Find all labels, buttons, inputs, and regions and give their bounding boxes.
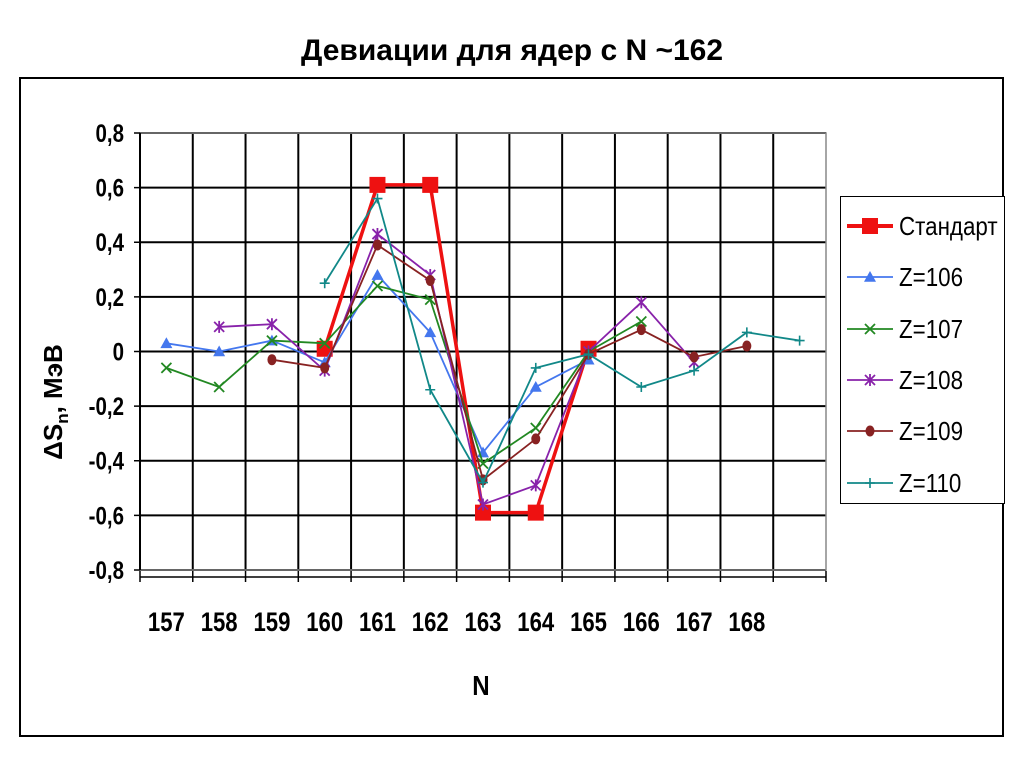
y-tick-label: 0 xyxy=(113,338,124,366)
legend: Стандарт Z=106 Z=107 Z=108 Z=109 Z=110 xyxy=(840,196,1005,504)
x-tick-label: 163 xyxy=(465,608,502,638)
data-point xyxy=(530,479,542,492)
x-tick-label: 162 xyxy=(412,608,449,638)
data-point xyxy=(531,433,541,445)
y-tick-label: 0,6 xyxy=(96,174,124,202)
data-point xyxy=(422,176,439,193)
y-axis-label-sub: n xyxy=(53,413,72,423)
data-point xyxy=(636,382,647,393)
x-axis-label: N xyxy=(472,669,489,701)
legend-item: Z=107 xyxy=(841,314,1004,344)
x-tick-label: 166 xyxy=(623,608,660,638)
y-tick-label: -0,8 xyxy=(89,556,125,584)
data-point xyxy=(636,324,646,336)
data-point xyxy=(320,362,330,374)
legend-item: Z=108 xyxy=(841,365,1004,395)
x-tick-label: 161 xyxy=(359,608,396,638)
x-tick-label: 160 xyxy=(306,608,343,638)
data-point xyxy=(371,269,384,280)
data-point xyxy=(371,228,384,241)
data-point xyxy=(527,504,544,521)
data-point xyxy=(742,340,752,352)
data-point xyxy=(372,239,382,251)
x-tick-label: 167 xyxy=(676,608,713,638)
y-tick-label: 0,2 xyxy=(96,283,124,311)
legend-swatch xyxy=(847,218,893,234)
y-tick-labels: 0,8 0,6 0,4 0,2 0 -0,2 -0,4 -0,6 -0,8 xyxy=(89,119,125,584)
data-point xyxy=(529,381,542,392)
y-tick-label: 0,4 xyxy=(96,228,125,256)
series-Z=110 xyxy=(319,193,805,488)
data-point xyxy=(316,340,333,357)
data-point xyxy=(635,315,647,328)
y-axis-label-unit: , МэВ xyxy=(38,344,68,413)
legend-item: Стандарт xyxy=(841,211,1004,241)
data-point xyxy=(477,498,489,511)
data-point xyxy=(425,384,436,395)
data-point xyxy=(160,362,173,374)
data-point xyxy=(689,365,700,376)
legend-label: Z=106 xyxy=(899,262,964,293)
data-point xyxy=(213,320,225,333)
data-point xyxy=(213,381,225,393)
data-point xyxy=(689,351,699,363)
data-point xyxy=(425,274,435,286)
data-point xyxy=(266,318,278,331)
data-point xyxy=(424,326,437,338)
data-point xyxy=(160,337,173,349)
legend-item: Z=110 xyxy=(841,468,1004,498)
legend-label: Z=108 xyxy=(899,364,964,395)
y-tick-label: 0,8 xyxy=(96,119,125,147)
x-tick-label: 165 xyxy=(570,608,607,638)
legend-label: Z=110 xyxy=(899,467,962,498)
series-line xyxy=(166,273,589,455)
legend-swatch xyxy=(847,425,893,437)
chart-title: Девиации для ядер с N ~162 xyxy=(300,34,724,67)
data-point xyxy=(794,335,805,346)
y-tick-label: -0,6 xyxy=(89,501,124,529)
x-tick-label: 157 xyxy=(148,608,185,638)
legend-item: Z=109 xyxy=(841,416,1004,446)
data-point xyxy=(583,349,594,360)
data-point xyxy=(213,345,226,357)
legend-swatch xyxy=(847,271,893,283)
legend-label: Стандарт xyxy=(899,211,998,241)
series-Z=109 xyxy=(267,239,752,486)
series-lines xyxy=(160,176,805,521)
legend-swatch xyxy=(847,373,893,386)
y-tick-label: -0,4 xyxy=(89,447,125,475)
series-line xyxy=(271,243,748,482)
data-point xyxy=(478,477,488,488)
legend-label: Z=107 xyxy=(899,313,964,344)
x-tick-label: 168 xyxy=(728,608,765,638)
legend-label: Z=109 xyxy=(899,416,964,447)
series-line xyxy=(219,232,695,506)
data-point xyxy=(319,278,330,289)
axes xyxy=(134,132,827,582)
data-point xyxy=(267,354,277,366)
x-tick-label: 159 xyxy=(253,608,290,638)
data-point xyxy=(530,422,542,434)
data-point xyxy=(530,362,541,373)
y-tick-label: -0,2 xyxy=(89,392,124,420)
data-point xyxy=(635,296,647,309)
x-tick-label: 164 xyxy=(517,608,554,638)
legend-swatch xyxy=(847,477,893,488)
data-point xyxy=(266,334,278,347)
y-axis-label: ΔSn, МэВ xyxy=(38,344,72,460)
data-point xyxy=(369,176,386,193)
data-point xyxy=(371,280,384,292)
legend-swatch xyxy=(847,322,893,335)
legend-item: Z=106 xyxy=(841,262,1004,292)
series-line xyxy=(323,196,800,485)
x-tick-labels: 157 158 159 160 161 162 163 164 165 166 167 168 xyxy=(148,608,765,638)
data-point xyxy=(741,327,752,338)
data-point xyxy=(319,337,331,349)
data-point xyxy=(372,193,383,204)
y-axis-label-main: ΔS xyxy=(38,424,68,460)
x-tick-label: 158 xyxy=(201,608,238,638)
series-Z=107 xyxy=(160,280,647,470)
